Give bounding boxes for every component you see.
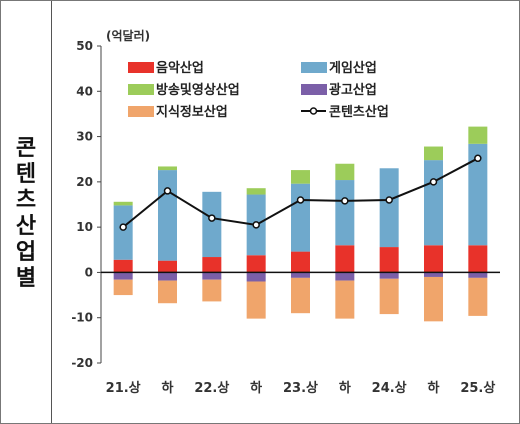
bar-segment <box>424 276 443 322</box>
bar-segment <box>291 272 310 278</box>
total-point <box>208 214 216 222</box>
bar-segment <box>246 255 266 273</box>
legend-label: 방송및영상산업 <box>156 82 240 98</box>
x-tick-label: 하 <box>162 380 174 396</box>
total-point <box>163 187 172 195</box>
bar-segment <box>113 259 133 273</box>
bar-segment <box>379 278 399 315</box>
y-tick-label: 10 <box>76 220 93 234</box>
bar-segment <box>246 188 266 195</box>
total-point <box>474 154 482 163</box>
bar-segment <box>158 166 177 171</box>
bar-segment <box>202 257 222 273</box>
bar-segment <box>468 143 488 246</box>
x-tick-label: 24.상 <box>372 381 407 396</box>
y-tick-label: 20 <box>76 175 93 189</box>
total-point <box>429 178 438 186</box>
y-tick-label: 40 <box>76 84 93 98</box>
bar-segment <box>158 260 177 273</box>
total-point <box>385 196 393 204</box>
bar-segment <box>468 245 488 273</box>
bar-segment <box>202 272 222 280</box>
x-tick-label: 23.상 <box>283 381 318 396</box>
bar-segment <box>424 245 443 273</box>
side-label-cell: 콘텐츠산업별 <box>0 0 52 424</box>
legend-swatch <box>128 84 154 95</box>
bar-segment <box>468 126 488 144</box>
x-tick-label: 하 <box>428 380 440 396</box>
side-label: 콘텐츠산업별 <box>15 136 37 291</box>
legend-label: 게임산업 <box>329 60 377 76</box>
legend-label: 지식정보산업 <box>156 104 228 120</box>
legend-swatch <box>128 62 154 73</box>
bar-segment <box>113 272 133 280</box>
bar-segment <box>246 281 266 319</box>
total-point <box>252 221 260 229</box>
bar-segment <box>335 163 355 181</box>
bar-segment <box>246 272 266 282</box>
total-point <box>119 223 127 231</box>
bar-segment <box>113 279 133 296</box>
total-point <box>296 196 305 204</box>
bar-segment <box>424 160 443 246</box>
bar-segment <box>468 277 488 316</box>
total-point <box>341 197 349 205</box>
legend-label: 음악산업 <box>156 60 204 76</box>
legend-label: 광고산업 <box>329 82 377 98</box>
bar-segment <box>424 272 443 277</box>
bar-segment <box>113 201 133 206</box>
legend-swatch <box>301 62 327 73</box>
x-tick-label: 하 <box>339 380 351 396</box>
legend-swatch <box>128 106 154 117</box>
x-tick-label: 22.상 <box>194 381 229 396</box>
y-tick-label: 50 <box>76 39 93 53</box>
bar-segment <box>158 170 177 261</box>
x-tick-label: 25.상 <box>460 381 495 396</box>
bar-segment <box>379 168 399 248</box>
bar-segment <box>291 251 310 273</box>
x-tick-label: 하 <box>250 380 262 396</box>
bar-segment <box>379 272 399 279</box>
bar-segment <box>113 205 133 260</box>
bar-segment <box>335 280 355 319</box>
y-tick-label: 0 <box>85 265 93 279</box>
bar-segment <box>158 280 177 304</box>
bar-segment <box>379 247 399 273</box>
bar-segment <box>291 170 310 184</box>
y-tick-label: -10 <box>71 311 93 325</box>
bar-segment <box>202 191 222 258</box>
x-tick-label: 21.상 <box>106 381 141 396</box>
bar-segment <box>291 183 310 252</box>
unit-label: (억달러) <box>106 28 150 43</box>
legend-line-marker <box>309 107 318 115</box>
bar-segment <box>424 146 443 161</box>
bar-segment <box>291 277 310 314</box>
bar-segment <box>335 272 355 281</box>
bar-segment <box>202 279 222 302</box>
y-tick-label: -20 <box>71 356 93 370</box>
bar-segment <box>158 272 177 281</box>
bar-segment <box>335 180 355 246</box>
bar-segment <box>468 272 488 278</box>
legend-label: 콘텐츠산업 <box>329 104 389 120</box>
bar-segment <box>335 245 355 273</box>
y-tick-label: 30 <box>76 130 93 144</box>
legend-swatch <box>301 84 327 95</box>
